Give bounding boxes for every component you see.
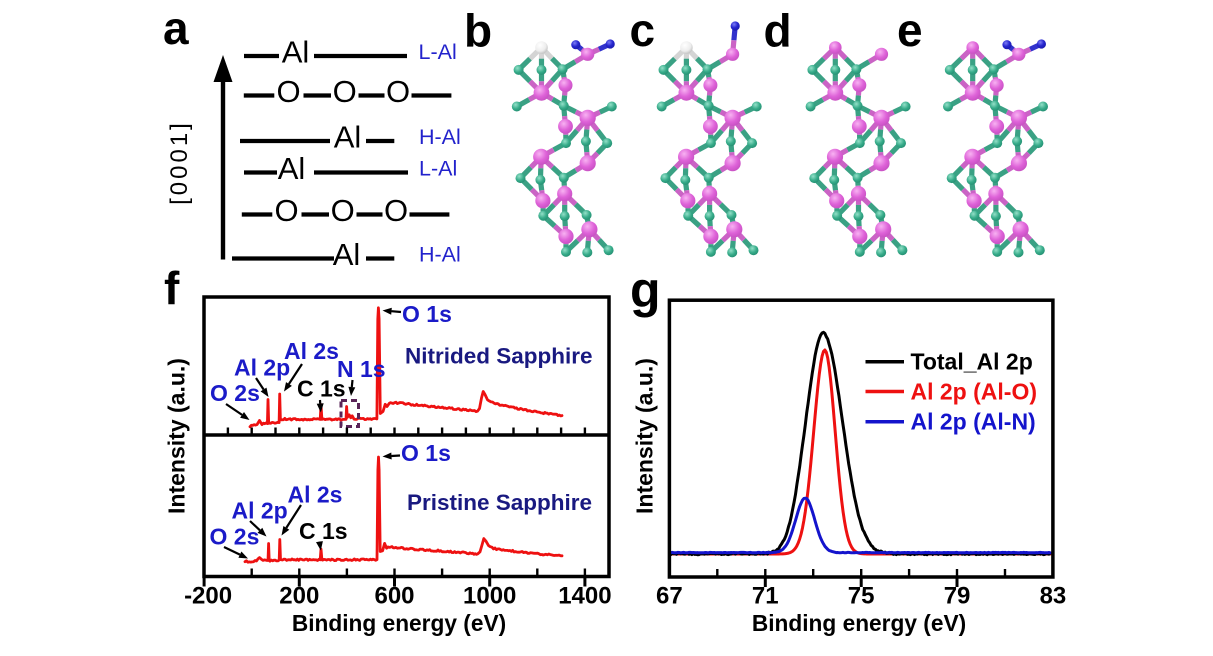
svg-text:Binding energy (eV): Binding energy (eV) [292, 610, 506, 636]
svg-text:Total_Al 2p: Total_Al 2p [911, 349, 1033, 375]
svg-text:d: d [764, 5, 792, 57]
svg-text:f: f [164, 262, 180, 314]
svg-text:200: 200 [279, 582, 319, 609]
svg-text:N 1s: N 1s [337, 356, 386, 382]
svg-text:Intensity (a.u.): Intensity (a.u.) [164, 358, 190, 514]
svg-text:Intensity (a.u.): Intensity (a.u.) [632, 358, 658, 514]
svg-text:67: 67 [656, 582, 683, 609]
svg-text:O 1s: O 1s [401, 440, 451, 466]
svg-text:Al 2p: Al 2p [232, 498, 288, 524]
svg-text:Al: Al [278, 151, 306, 186]
svg-text:g: g [630, 262, 661, 318]
svg-text:Pristine Sapphire: Pristine Sapphire [407, 490, 592, 515]
svg-text:83: 83 [1040, 582, 1067, 609]
svg-text:Al 2s: Al 2s [284, 338, 339, 364]
svg-text:C 1s: C 1s [297, 376, 346, 402]
svg-text:Al 2p (Al-N): Al 2p (Al-N) [911, 409, 1036, 435]
svg-text:1000: 1000 [463, 582, 516, 609]
svg-text:Al: Al [334, 119, 362, 154]
svg-text:O: O [333, 74, 357, 109]
svg-text:O: O [384, 193, 408, 228]
svg-text:Al 2p (Al-O): Al 2p (Al-O) [911, 378, 1038, 404]
svg-text:Al 2p: Al 2p [234, 355, 290, 381]
svg-text:L-Al: L-Al [419, 157, 457, 181]
svg-text:L-Al: L-Al [419, 40, 457, 64]
svg-text:71: 71 [752, 582, 779, 609]
svg-text:79: 79 [944, 582, 971, 609]
svg-text:C 1s: C 1s [299, 518, 348, 544]
svg-text:H-Al: H-Al [419, 125, 461, 149]
svg-text:Al 2s: Al 2s [288, 482, 343, 508]
svg-text:1400: 1400 [558, 582, 611, 609]
svg-text:Nitrided Sapphire: Nitrided Sapphire [405, 344, 593, 369]
svg-text:O 2s: O 2s [210, 524, 260, 550]
svg-text:Binding energy (eV): Binding energy (eV) [752, 610, 966, 636]
svg-text:e: e [897, 4, 923, 56]
svg-text:O: O [386, 74, 410, 109]
svg-text:[0001]: [0001] [166, 120, 193, 205]
svg-text:-200: -200 [184, 582, 232, 609]
svg-text:O: O [274, 193, 298, 228]
svg-text:75: 75 [848, 582, 875, 609]
svg-text:O 1s: O 1s [402, 301, 452, 327]
svg-text:Al: Al [333, 237, 361, 272]
svg-text:O: O [276, 74, 300, 109]
svg-text:b: b [464, 5, 492, 57]
svg-text:O 2s: O 2s [210, 380, 260, 406]
svg-text:O: O [331, 193, 355, 228]
svg-text:600: 600 [374, 582, 414, 609]
svg-text:a: a [163, 2, 189, 54]
svg-text:c: c [630, 4, 656, 56]
svg-text:Al: Al [282, 34, 310, 69]
svg-text:H-Al: H-Al [419, 243, 461, 267]
